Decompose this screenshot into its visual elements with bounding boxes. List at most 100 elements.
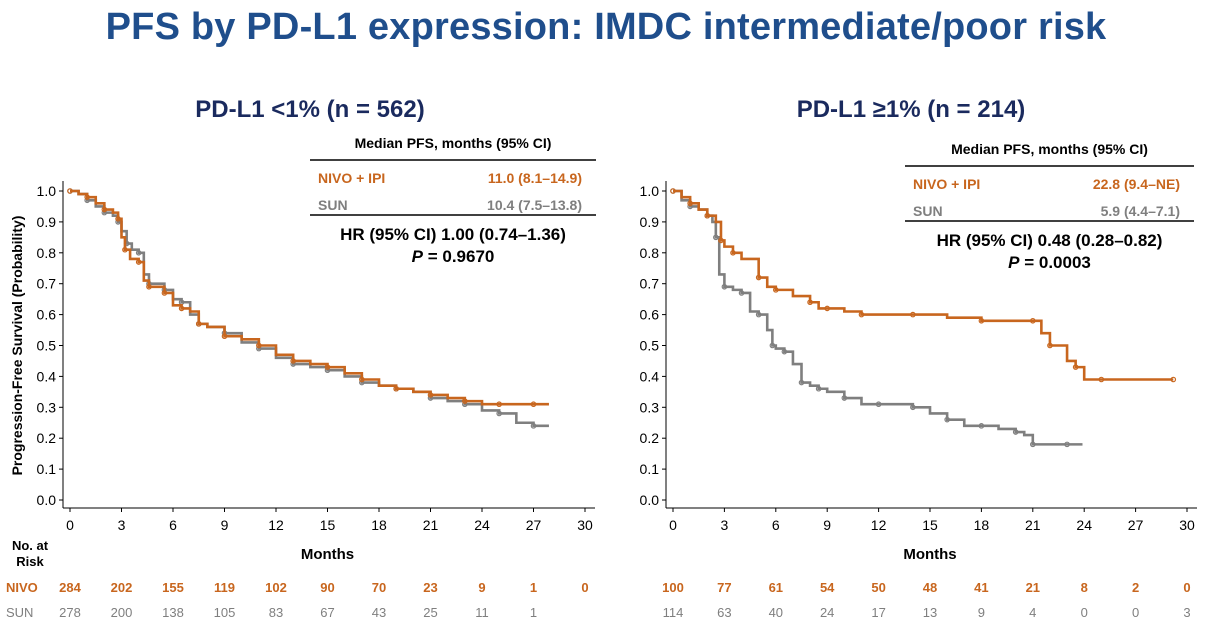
- x-axis-label: Months: [301, 546, 354, 563]
- risk-value: 102: [265, 580, 287, 595]
- x-tick-label: 0: [66, 517, 74, 533]
- y-tick-label: 1.0: [640, 183, 660, 199]
- risk-value: 25: [423, 605, 437, 620]
- censor-mark: [730, 250, 736, 256]
- x-tick-label: 27: [1128, 517, 1144, 533]
- censor-mark: [290, 358, 296, 364]
- censor-mark: [978, 317, 985, 324]
- censor-mark: [798, 379, 805, 386]
- risk-value: 83: [269, 605, 283, 620]
- x-tick-label: 30: [577, 517, 593, 533]
- risk-value: 0: [1081, 605, 1088, 620]
- censor-mark: [496, 410, 502, 417]
- risk-value: 67: [320, 605, 334, 620]
- censor-mark: [721, 283, 728, 290]
- risk-value: 4: [1029, 605, 1036, 620]
- censor-mark: [1072, 364, 1079, 370]
- risk-value: 3: [1183, 605, 1190, 620]
- censor-mark: [256, 342, 262, 349]
- risk-value: 24: [820, 605, 834, 620]
- x-tick-label: 6: [772, 517, 780, 533]
- censor-mark: [67, 188, 73, 194]
- risk-value: 43: [372, 605, 386, 620]
- y-tick-label: 0.9: [640, 214, 660, 230]
- table-row-label: NIVO + IPI: [913, 176, 980, 192]
- series-line-sun: [673, 189, 1083, 446]
- censor-mark: [359, 376, 365, 383]
- number-at-risk: 284 202 155 119 102 90 70 23 9 1 0 NIVO 278 200 138 105…: [6, 580, 589, 620]
- risk-value: 9: [978, 605, 985, 620]
- x-tick-label: 18: [974, 517, 990, 533]
- risk-value: 23: [423, 580, 437, 595]
- censor-mark: [807, 299, 813, 306]
- x-tick-label: 21: [423, 517, 439, 533]
- y-tick-label: 0.5: [640, 338, 660, 354]
- risk-value: 278: [59, 605, 81, 620]
- p-label: P: [412, 247, 424, 266]
- y-tick-label: 0.7: [37, 276, 57, 292]
- censor-mark: [101, 206, 108, 213]
- risk-value: 13: [923, 605, 937, 620]
- x-tick-label: 12: [268, 517, 284, 533]
- risk-value: 0: [1183, 580, 1190, 595]
- risk-value: 0: [1132, 605, 1139, 620]
- censor-mark: [769, 342, 776, 349]
- median-pfs-table: Median PFS, months (95% CI) NIVO + IPI 22.…: [905, 141, 1194, 272]
- table-row-value: 22.8 (9.4–NE): [1093, 176, 1180, 192]
- censor-mark: [195, 321, 202, 327]
- x-tick-label: 6: [169, 517, 177, 533]
- censor-mark: [841, 395, 848, 401]
- p-value: = 0.0003: [1019, 253, 1090, 272]
- chart-panel-2: PD-L1 ≥1% (n = 214) 0.0 0.1 0.2 0.3 0.4 0.5 0.6…: [640, 96, 1197, 620]
- risk-value: 61: [769, 580, 783, 595]
- x-tick-label: 9: [221, 517, 229, 533]
- y-tick-label: 0.3: [640, 399, 660, 415]
- risk-row-label: SUN: [6, 605, 33, 620]
- p-value-text: P = 0.0003: [1008, 253, 1091, 272]
- censor-mark: [704, 212, 711, 219]
- y-tick-label: 0.9: [37, 214, 57, 230]
- censor-mark: [815, 385, 822, 392]
- median-pfs-table: Median PFS, months (95% CI) NIVO + IPI 11.…: [310, 135, 596, 266]
- y-tick-label: 0.3: [37, 399, 57, 415]
- risk-value: 2: [1132, 580, 1139, 595]
- censor-mark: [738, 290, 745, 296]
- censor-mark: [755, 311, 762, 318]
- censor-mark: [122, 246, 128, 253]
- censor-mark: [944, 416, 950, 423]
- x-tick-label: 21: [1025, 517, 1041, 533]
- risk-value: 17: [871, 605, 885, 620]
- risk-value: 155: [162, 580, 184, 595]
- censor-mark: [781, 348, 788, 355]
- table-row-value: 10.4 (7.5–13.8): [487, 197, 582, 213]
- risk-value: 11: [475, 605, 489, 620]
- y-tick-label: 0.7: [640, 276, 660, 292]
- x-tick-label: 24: [474, 517, 490, 533]
- risk-value: 105: [214, 605, 236, 620]
- risk-value: 1: [530, 605, 537, 620]
- censor-mark: [755, 274, 762, 281]
- x-tick-label: 9: [823, 517, 831, 533]
- censor-mark: [1030, 441, 1036, 448]
- y-tick-label: 0.2: [640, 430, 660, 446]
- y-tick-label: 0.4: [640, 368, 660, 384]
- x-tick-label: 15: [922, 517, 938, 533]
- table-row-value: 11.0 (8.1–14.9): [488, 170, 582, 186]
- censor-mark: [910, 404, 916, 411]
- page-title: PFS by PD-L1 expression: IMDC intermedia…: [105, 6, 1107, 48]
- censor-mark: [910, 311, 916, 318]
- censor-mark: [146, 283, 152, 290]
- risk-value: 77: [717, 580, 731, 595]
- risk-value: 114: [663, 605, 684, 620]
- censor-mark: [496, 401, 502, 408]
- risk-value: 21: [1026, 580, 1040, 595]
- x-tick-label: 3: [118, 517, 126, 533]
- censor-mark: [135, 250, 142, 256]
- risk-value: 9: [478, 580, 485, 595]
- risk-value: 41: [974, 580, 988, 595]
- table-row-value: 5.9 (4.4–7.1): [1101, 203, 1180, 219]
- risk-value: 202: [111, 580, 133, 595]
- y-tick-label: 0.1: [640, 461, 660, 477]
